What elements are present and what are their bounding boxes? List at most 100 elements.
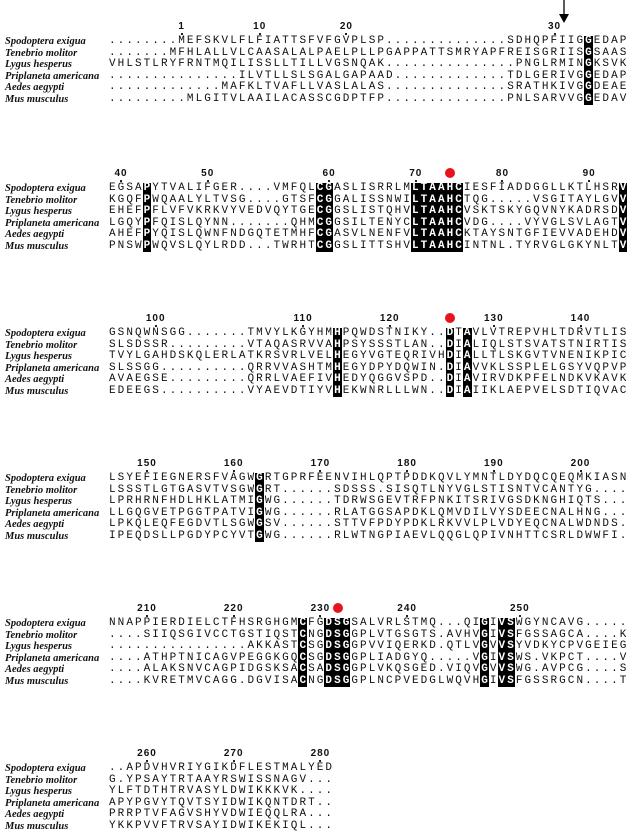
sequence-row: Mus musculus I P E Q D S L L P G D Y P C Y V T G W G...... R L… [0, 529, 640, 542]
residue: G [550, 216, 558, 229]
residue: . [316, 495, 324, 507]
sequence-row: Aedes aegypti A V A E G S E......... Q R R L V A E F I V H… [0, 373, 640, 386]
species-label: Priplaneta americana [5, 652, 100, 664]
residue: P [351, 92, 358, 105]
residue: . [134, 674, 142, 687]
residue: S [611, 518, 618, 530]
residue: R [195, 472, 203, 484]
residue: R [117, 808, 125, 820]
position-ruler: 260 270 280 [0, 749, 640, 763]
residue: T [247, 350, 255, 362]
residue: I [282, 819, 289, 832]
residue: V [325, 373, 333, 385]
residue: R [593, 205, 601, 217]
residue: A [524, 81, 532, 93]
residue: . [446, 69, 454, 82]
residue: I [472, 506, 480, 519]
residue: R [559, 529, 566, 542]
residue: W [264, 529, 272, 542]
residue: . [230, 216, 237, 229]
residue: E [256, 808, 263, 820]
residue: L [386, 384, 393, 397]
residue: S [507, 506, 514, 519]
residue: I [472, 384, 480, 397]
conserved-residue: V [497, 640, 507, 653]
residue: A [403, 529, 410, 542]
residue: A [351, 69, 358, 82]
residue: . [117, 762, 125, 774]
residue: L [368, 472, 376, 484]
residue: Q [134, 518, 142, 530]
residue: Q [126, 216, 133, 229]
residue: . [455, 617, 462, 629]
residue: D [169, 350, 177, 362]
residue: . [134, 628, 142, 641]
residue: N [550, 205, 558, 217]
residue: . [134, 640, 142, 652]
residue: P [134, 808, 142, 820]
conserved-residue: C [298, 674, 308, 687]
residue: M [178, 35, 185, 47]
residue: S [342, 182, 350, 194]
residue: R [230, 182, 237, 194]
residue: I [212, 762, 220, 774]
residue: S [178, 628, 185, 641]
sequence-row: Lygus hesperus................ A K K A S T C S G D… [0, 640, 640, 653]
residue: L [351, 193, 358, 206]
residue: C [541, 529, 549, 542]
conserved-residue: D [445, 361, 455, 374]
residue: V [264, 674, 272, 687]
residue: H [204, 808, 211, 820]
residue: I [567, 46, 575, 59]
residue: . [290, 529, 298, 542]
residue: S [351, 617, 358, 629]
residue: N [541, 617, 549, 629]
residue: L [299, 350, 307, 362]
residue: E [325, 472, 333, 484]
residue: V [472, 373, 480, 385]
residue: . [117, 640, 125, 652]
residue: L [498, 338, 506, 351]
residue: R [351, 495, 358, 507]
position-tick [518, 615, 521, 617]
residue: . [221, 384, 229, 397]
residue: W [247, 518, 255, 530]
residue: A [126, 373, 133, 385]
position-tick [492, 325, 495, 327]
residue: A [195, 785, 203, 797]
residue: R [204, 205, 211, 217]
conserved-residue: L [410, 239, 420, 252]
residue: E [550, 228, 558, 240]
sequence-row: Aedes aegypti P R R P T V F A G V S H Y V D W I E Q Q L R A... [0, 808, 640, 821]
residue: M [455, 46, 462, 59]
residue: . [160, 46, 168, 59]
residue: E [195, 617, 203, 629]
residue: A [230, 472, 237, 484]
conserved-residue: S [333, 617, 342, 630]
residue: S [299, 193, 307, 206]
residue: V [195, 674, 203, 687]
conserved-residue: T [419, 182, 429, 195]
residue: . [325, 495, 333, 507]
residue: Q [377, 472, 384, 484]
residue: F [550, 35, 558, 47]
sequence-row: Priplaneta americana L G Q Y P F Q I S L Q Y N N......… [0, 216, 640, 229]
position-tick [180, 33, 183, 35]
residue: G [160, 483, 168, 496]
residue: . [386, 58, 393, 70]
residue: . [455, 35, 462, 47]
residue: . [420, 58, 428, 70]
residue: A [169, 193, 177, 206]
residue: Q [247, 373, 255, 385]
residue: R [264, 361, 272, 374]
residue: E [611, 640, 618, 652]
residue: L [117, 338, 125, 351]
residue: L [360, 35, 367, 47]
sequence-row: Spodoptera exigua E G S A P Y T V A L I F G E R.... V M F Q… [0, 182, 640, 195]
species-label: Mus musculus [5, 93, 69, 105]
residue: S [152, 384, 159, 397]
residue: F [308, 373, 315, 385]
residue: I [247, 808, 255, 820]
residue: E [212, 350, 220, 362]
residue: G [524, 350, 532, 362]
